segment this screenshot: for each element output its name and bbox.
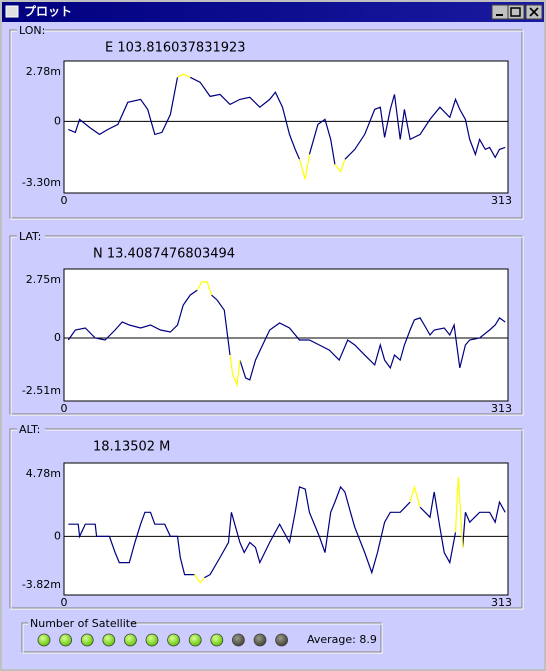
x-tick-label: 313 [491,194,512,207]
y-tick-label: 2.75m [26,273,61,286]
data-line [177,73,346,180]
satellite-led [80,633,94,647]
y-tick-label: 0 [54,331,61,344]
satellite-led [275,633,289,647]
satellite-led [253,633,267,647]
satellite-led [102,633,116,647]
x-tick-label: 0 [61,402,68,415]
plot-area [63,268,509,402]
maximize-glyph [510,7,521,17]
label-bg [17,25,45,36]
window-title: プロット [24,4,72,19]
average-label: Average: 8.9 [307,633,377,646]
satellite-led [167,633,181,647]
app-icon [5,5,19,18]
satellite-led [59,633,72,647]
y-tick-label: -2.51m [22,384,61,397]
y-tick-label: 4.78m [26,467,61,480]
satellite-led [145,633,159,647]
data-line [68,76,506,165]
data-line [68,485,506,579]
title-bar [2,2,544,22]
y-tick-label: -3.82m [22,578,61,591]
group-box-highlight [10,236,524,416]
satellite-led [123,633,137,647]
x-tick-label: 0 [61,194,68,207]
satellite-led [210,633,224,647]
group-label: Number of Satellite [30,617,137,630]
x-tick-label: 0 [61,596,68,609]
readout: 18.13502 M [93,440,170,455]
group-box [9,29,523,219]
group-box-highlight [22,623,383,654]
satellite-led [188,633,202,647]
satellite-panel: Number of Satellite Average: 8.9 [21,617,383,654]
label-bg [17,424,45,435]
group-box [21,622,382,653]
y-tick-label: 2.78m [26,65,61,78]
close-glyph [529,7,539,17]
panel-label: LAT: [19,230,41,243]
label-bg [28,618,130,630]
y-tick-label: -3.30m [22,176,61,189]
group-box [9,235,523,415]
label-bg [17,231,45,242]
x-tick-label: 313 [491,596,512,609]
x-tick-label: 313 [491,402,512,415]
group-box-highlight [10,429,524,610]
minimize-button[interactable] [491,4,509,20]
window-buttons[interactable] [491,4,543,20]
panel-label: LON: [19,24,45,37]
group-box-highlight [10,30,524,220]
panel-label: ALT: [19,423,40,436]
satellite-led [231,633,245,647]
satellite-led [37,633,51,647]
data-line [194,476,464,584]
group-box [9,428,523,609]
y-tick-label: 0 [54,529,61,542]
data-line [67,289,506,381]
readout: E 103.816037831923 [105,41,246,56]
readout: N 13.4087476803494 [93,247,235,262]
plot-area [63,462,509,596]
plot-area [63,60,509,194]
data-line [196,281,241,388]
y-tick-label: 0 [54,114,61,127]
